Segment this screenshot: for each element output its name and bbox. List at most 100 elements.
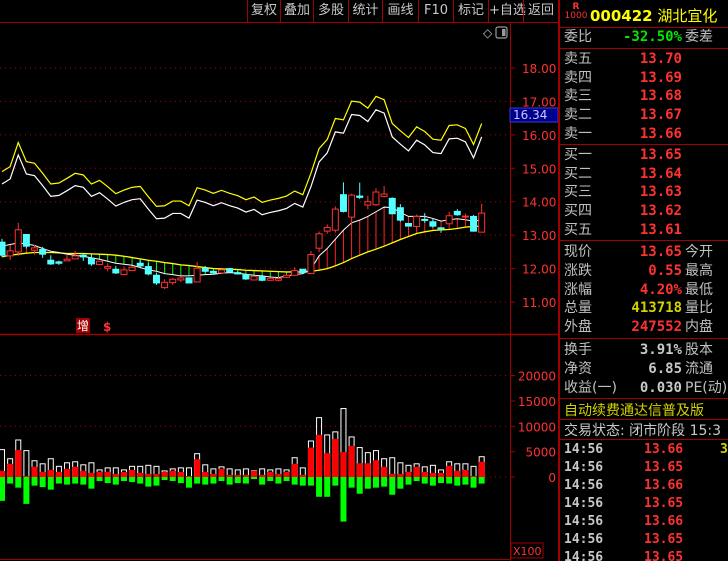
divider <box>560 240 728 241</box>
f10-button[interactable]: F10 <box>418 0 453 22</box>
volume-buy-bar <box>242 474 249 477</box>
volume-buy-bar <box>120 471 127 477</box>
stock-name: 湖北宜化 <box>657 7 718 25</box>
volume-buy-bar <box>324 453 331 477</box>
volume-sell-bar <box>291 477 298 485</box>
volume-sell-bar <box>478 477 485 484</box>
volume-sell-bar <box>381 477 388 487</box>
kline-chart[interactable]: 18.00 17.00 16.00 15.00 14.00 13.00 12.00 11.00… <box>0 0 558 561</box>
price-tick-label: 16.00 <box>522 129 556 143</box>
candle-up <box>315 233 323 249</box>
candle-down <box>470 215 478 232</box>
volume-sell-bar <box>413 477 420 482</box>
panel-toggle-icon[interactable] <box>495 26 508 39</box>
volume-buy-bar <box>372 460 379 477</box>
price-tick-label: 14.00 <box>522 196 556 210</box>
zeng-marker-text: 增 <box>77 319 89 333</box>
bid-row-value: 13.63 <box>639 184 682 201</box>
upper-white-line <box>1 109 483 220</box>
candle-down <box>299 268 307 274</box>
volume-tick-label: 0 <box>548 471 556 485</box>
volume-buy-bar <box>307 447 314 477</box>
tick-row: 14:56 13.65 <box>564 549 728 561</box>
dollar-marker[interactable]: $ <box>103 320 111 334</box>
volume-buy-bar <box>381 466 388 477</box>
quote-row: 涨跌 0.55 最高 <box>562 262 728 280</box>
candle-down <box>258 276 266 281</box>
candle-up <box>104 266 112 269</box>
bid-row: 买二 13.64 <box>562 165 728 183</box>
quote-panel: R 1000 000422 湖北宜化 委比 -32.50% 委差 卖五 13.7… <box>558 0 728 561</box>
candle-up <box>120 269 128 276</box>
volume-sell-bar <box>64 477 71 485</box>
fuquan-button[interactable]: 复权 <box>247 0 280 22</box>
fundamental-row-right-label: 股本 <box>685 342 713 358</box>
ad-link[interactable]: 自动续费通达信普及版 <box>564 403 704 419</box>
tick-row: 14:56 13.65 <box>564 531 728 549</box>
multi-stock-button[interactable]: 多股 <box>313 0 348 22</box>
volume-buy-bar <box>64 468 71 477</box>
ma-slow-line <box>1 225 482 273</box>
volume-buy-bar <box>364 463 371 477</box>
bid-row-label: 买五 <box>564 221 592 238</box>
ask-row-value: 13.70 <box>639 51 682 67</box>
divider <box>560 398 728 399</box>
volume-buy-bar <box>478 461 485 477</box>
volume-sell-bar <box>405 477 412 485</box>
statistics-button[interactable]: 统计 <box>348 0 382 22</box>
unit-box <box>510 542 544 559</box>
volume-buy-bar <box>429 472 436 477</box>
candle-down <box>339 194 347 212</box>
quote-row-label: 涨幅 <box>564 281 592 298</box>
volume-sell-bar <box>153 477 160 486</box>
volume-sell-bar <box>137 477 144 484</box>
candle-up <box>323 226 331 232</box>
add-watchlist-button[interactable]: +自选 <box>488 0 526 22</box>
volume-sell-bar <box>446 477 453 484</box>
candle-down <box>55 261 63 264</box>
quote-row: 涨幅 4.20% 最低 <box>562 281 728 299</box>
fundamental-row-value: 3.91% <box>639 342 682 358</box>
divider <box>560 48 728 49</box>
back-button[interactable]: 返回 <box>523 0 558 22</box>
volume-buy-bar <box>137 472 144 477</box>
volume-sell-bar <box>316 477 323 497</box>
diamond-icon[interactable]: ◇ <box>483 26 493 40</box>
candle-up <box>274 278 282 281</box>
weibi-value: -32.50% <box>622 29 682 45</box>
fundamental-row-label: 净资 <box>564 360 592 377</box>
unit-label: X100 <box>513 545 542 558</box>
candle-up <box>291 270 299 276</box>
volume-sell-bar <box>177 477 184 484</box>
ask-row: 卖五 13.70 <box>562 50 728 68</box>
volume-buy-bar <box>267 471 274 477</box>
candle-up <box>364 201 372 206</box>
fundamental-row-label: 收益(一) <box>564 379 617 396</box>
candle-up <box>31 247 39 251</box>
bid-row-value: 13.64 <box>639 165 682 182</box>
volume-sell-bar <box>72 477 79 484</box>
volume-buy-bar <box>39 471 46 477</box>
bid-row-label: 买二 <box>564 165 592 182</box>
stock-title: 000422 湖北宜化 <box>590 5 717 26</box>
ask-row-label: 卖三 <box>564 88 592 105</box>
mark-button[interactable]: 标记 <box>453 0 488 22</box>
volume-sell-bar <box>23 477 30 504</box>
volume-sell-bar <box>80 477 87 485</box>
volume-sell-bar <box>340 477 347 522</box>
tick-price: 13.65 <box>644 496 684 511</box>
zeng-marker[interactable] <box>76 318 90 333</box>
candle-down <box>242 274 250 280</box>
candle-up <box>218 269 226 274</box>
quote-row: 现价 13.65 今开 <box>562 243 728 261</box>
volume-buy-bar <box>23 475 30 477</box>
tick-row: 14:56 13.65 <box>564 495 728 513</box>
candle-up <box>372 191 380 206</box>
volume-buy-bar <box>446 465 453 477</box>
draw-line-button[interactable]: 画线 <box>382 0 418 22</box>
overlay-button[interactable]: 叠加 <box>280 0 313 22</box>
candle-down <box>234 272 242 275</box>
tick-price: 13.66 <box>644 442 684 457</box>
volume-buy-bar <box>96 471 103 477</box>
fundamental-row: 收益(一) 0.030 PE(动) <box>562 379 728 397</box>
